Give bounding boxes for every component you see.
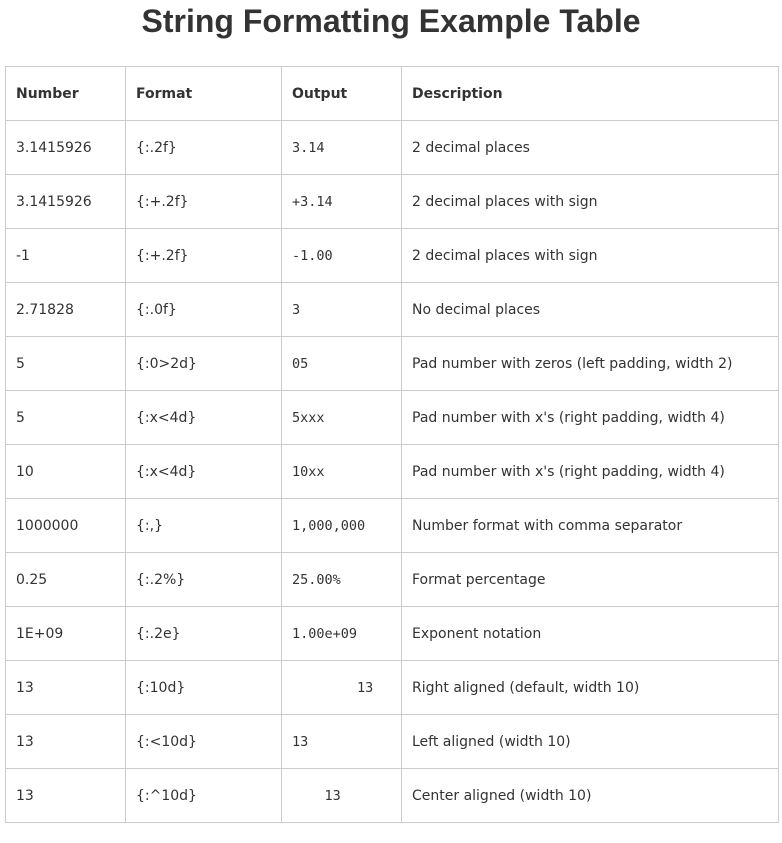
cell-number: 1E+09	[5, 606, 126, 661]
cell-format: {:x<4d}	[125, 444, 282, 499]
cell-output: 1.00e+09	[281, 606, 402, 661]
table-row: 2.71828 {:.0f} 3 No decimal places	[5, 282, 779, 337]
cell-format: {:.0f}	[125, 282, 282, 337]
cell-format: {:10d}	[125, 660, 282, 715]
cell-format: {:,}	[125, 498, 282, 553]
cell-format: {:0>2d}	[125, 336, 282, 391]
cell-number: 13	[5, 714, 126, 769]
cell-description: Format percentage	[401, 552, 779, 607]
table-row: 5 {:x<4d} 5xxx Pad number with x's (right p…	[5, 390, 779, 445]
cell-description: Pad number with zeros (left padding, wid…	[401, 336, 779, 391]
cell-description: Exponent notation	[401, 606, 779, 661]
cell-description: Left aligned (width 10)	[401, 714, 779, 769]
cell-format: {:^10d}	[125, 768, 282, 823]
table-row: 5 {:0>2d} 05 Pad number with zeros (left pa…	[5, 336, 779, 391]
cell-description: Right aligned (default, width 10)	[401, 660, 779, 715]
cell-number: 3.1415926	[5, 120, 126, 175]
page-title: String Formatting Example Table	[141, 3, 641, 39]
cell-number: 13	[5, 660, 126, 715]
cell-description: No decimal places	[401, 282, 779, 337]
cell-number: 1000000	[5, 498, 126, 553]
format-table: Number Format Output Description 3.14159…	[5, 66, 779, 823]
table-row: -1 {:+.2f} -1.00 2 decimal places with sign	[5, 228, 779, 283]
cell-number: 2.71828	[5, 282, 126, 337]
cell-format: {:.2e}	[125, 606, 282, 661]
cell-output: -1.00	[281, 228, 402, 283]
column-header-number: Number	[5, 66, 126, 121]
cell-output: 3	[281, 282, 402, 337]
cell-output: 25.00%	[281, 552, 402, 607]
cell-format: {:+.2f}	[125, 174, 282, 229]
cell-format: {:+.2f}	[125, 228, 282, 283]
cell-description: Center aligned (width 10)	[401, 768, 779, 823]
cell-format: {:.2f}	[125, 120, 282, 175]
table-row: 3.1415926 {:.2f} 3.14 2 decimal places	[5, 120, 779, 175]
cell-output: 13	[281, 768, 402, 823]
cell-output: 10xx	[281, 444, 402, 499]
table-header-row: Number Format Output Description	[5, 66, 779, 121]
cell-number: 3.1415926	[5, 174, 126, 229]
column-header-format: Format	[125, 66, 282, 121]
cell-output: 5xxx	[281, 390, 402, 445]
cell-number: 10	[5, 444, 126, 499]
cell-number: 5	[5, 390, 126, 445]
column-header-output: Output	[281, 66, 402, 121]
table-row: 0.25 {:.2%} 25.00% Format percentage	[5, 552, 779, 607]
cell-number: 13	[5, 768, 126, 823]
cell-format: {:.2%}	[125, 552, 282, 607]
cell-description: 2 decimal places with sign	[401, 174, 779, 229]
cell-number: 5	[5, 336, 126, 391]
cell-format: {:<10d}	[125, 714, 282, 769]
table-row: 1000000 {:,} 1,000,000 Number format with c…	[5, 498, 779, 553]
cell-description: Number format with comma separator	[401, 498, 779, 553]
cell-description: Pad number with x's (right padding, widt…	[401, 390, 779, 445]
cell-output: 13	[281, 660, 402, 715]
cell-output: +3.14	[281, 174, 402, 229]
table-row: 13 {:<10d} 13 Left aligned (width 10)	[5, 714, 779, 769]
table-row: 13 {:10d} 13 Right aligned (default, width…	[5, 660, 779, 715]
cell-output: 3.14	[281, 120, 402, 175]
cell-number: 0.25	[5, 552, 126, 607]
cell-format: {:x<4d}	[125, 390, 282, 445]
cell-output: 1,000,000	[281, 498, 402, 553]
table-row: 1E+09 {:.2e} 1.00e+09 Exponent notation	[5, 606, 779, 661]
cell-description: Pad number with x's (right padding, widt…	[401, 444, 779, 499]
cell-number: -1	[5, 228, 126, 283]
table-row: 13 {:^10d} 13 Center aligned (width 10)	[5, 768, 779, 823]
cell-description: 2 decimal places with sign	[401, 228, 779, 283]
cell-output: 13	[281, 714, 402, 769]
table-row: 10 {:x<4d} 10xx Pad number with x's (right …	[5, 444, 779, 499]
table-row: 3.1415926 {:+.2f} +3.14 2 decimal places wi…	[5, 174, 779, 229]
column-header-description: Description	[401, 66, 779, 121]
cell-description: 2 decimal places	[401, 120, 779, 175]
table-body: 3.1415926 {:.2f} 3.14 2 decimal places 3.141…	[5, 120, 779, 823]
cell-output: 05	[281, 336, 402, 391]
